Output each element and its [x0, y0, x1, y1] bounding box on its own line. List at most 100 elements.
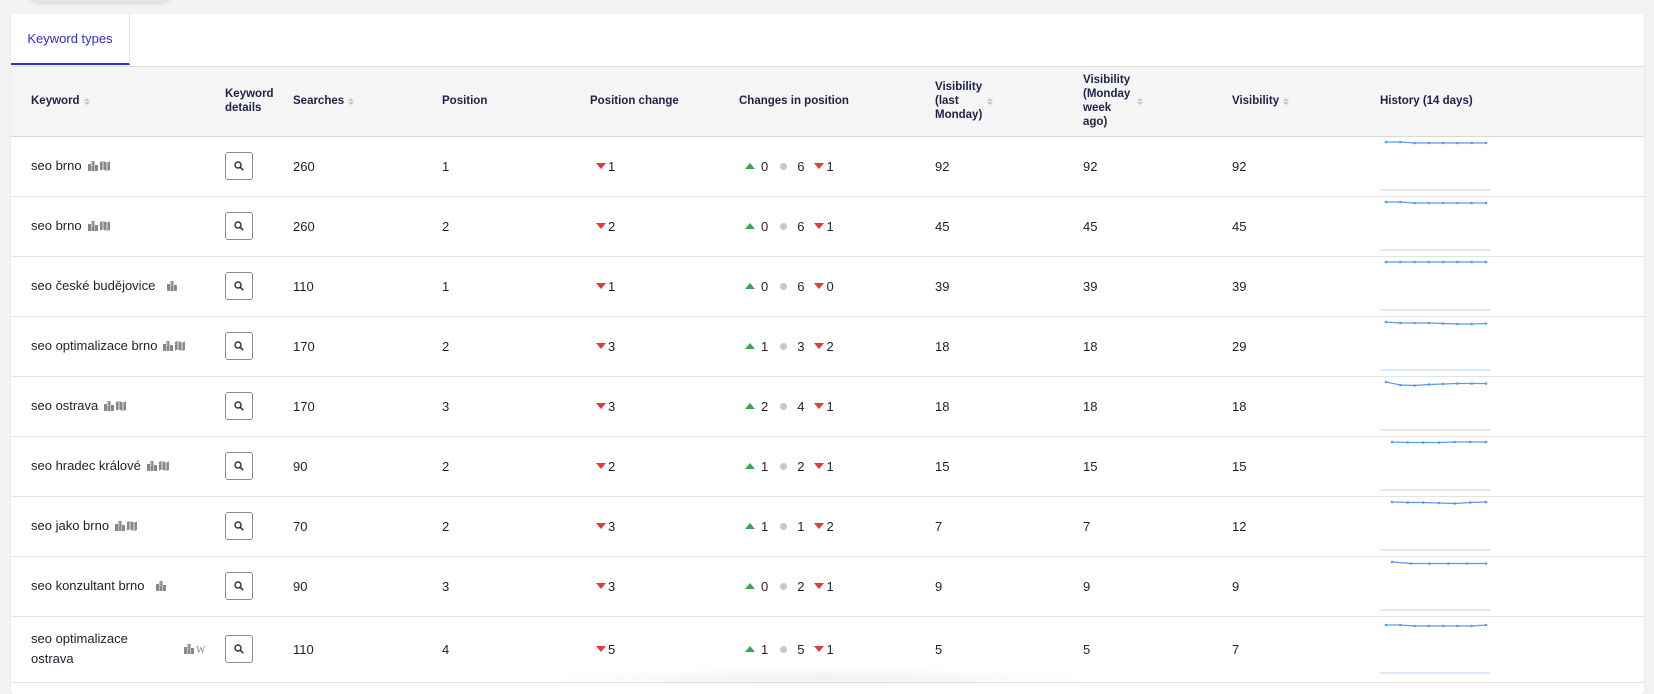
col-header-searches[interactable]: Searches [293, 67, 442, 136]
changes-same-count: 5 [797, 641, 805, 657]
tab-keyword-types[interactable]: Keyword types [11, 14, 130, 65]
neutral-dot-icon [780, 162, 788, 170]
keyword-details-button[interactable] [225, 332, 253, 360]
sparkline-point [1453, 502, 1456, 505]
sparkline-point [1484, 382, 1488, 385]
sparkline-line [1385, 381, 1486, 387]
cell-keyword-details [225, 256, 293, 316]
arrow-down-icon [596, 223, 606, 229]
cell-keyword: seo hradec králové [11, 436, 225, 496]
sort-icon [1137, 97, 1143, 105]
sparkline-line [1391, 561, 1486, 565]
cell-history [1380, 136, 1644, 196]
history-sparkline [1380, 500, 1490, 551]
sparkline-point [1470, 141, 1474, 145]
keyword-details-button[interactable] [225, 212, 253, 240]
keyword-feature-icons [156, 581, 167, 591]
changes-up-count: 0 [761, 578, 769, 594]
cell-position-change: 2 [590, 436, 739, 496]
cell-position: 2 [442, 218, 450, 234]
search-icon [234, 279, 244, 294]
col-header-visibility-last-monday[interactable]: Visibility (last Monday) [935, 67, 1083, 136]
search-icon [234, 459, 244, 474]
neutral-dot-icon [780, 462, 788, 470]
changes-down-count: 1 [826, 398, 834, 414]
cell-keyword-details [225, 436, 293, 496]
table-row: seo optimalizace brno 170 2 3 1 3 2 18 1… [11, 316, 1644, 376]
arrow-down-icon [814, 523, 825, 529]
arrow-down-icon [814, 583, 825, 589]
history-sparkline [1380, 380, 1490, 431]
keyword-details-button[interactable] [225, 392, 253, 420]
cell-keyword: seo české budějovice [11, 256, 225, 316]
col-header-keyword[interactable]: Keyword [11, 67, 225, 136]
sparkline-point [1465, 562, 1469, 565]
cell-visibility-week-ago: 39 [1083, 278, 1098, 294]
cell-visibility: 15 [1232, 458, 1247, 474]
table-row: seo brno 260 2 2 0 6 1 45 45 45 [11, 196, 1644, 256]
table-row: seo jako brno 70 2 3 1 1 2 7 7 12 [11, 496, 1644, 556]
cell-position-change: 3 [590, 496, 739, 556]
cell-visibility: 29 [1232, 338, 1247, 354]
sparkline-point [1427, 201, 1431, 205]
keyword-table-panel: Keyword types Keyword Keyword details Se… [11, 14, 1644, 694]
cell-keyword-details [225, 556, 293, 616]
sparkline-point [1470, 201, 1474, 205]
changes-up-count: 0 [761, 278, 769, 294]
keyword-details-button[interactable] [225, 635, 253, 663]
keyword-details-button[interactable] [225, 512, 253, 540]
sparkline-point [1484, 322, 1488, 325]
cell-visibility-week-ago: 7 [1083, 518, 1091, 534]
keyword-text: seo brno [31, 158, 82, 173]
sparkline-point [1469, 440, 1472, 444]
building-icon [104, 401, 115, 411]
history-sparkline [1380, 140, 1490, 191]
search-icon [234, 219, 244, 234]
position-change-value: 3 [608, 518, 616, 534]
keyword-text: seo optimalizace ostrava [31, 631, 128, 666]
neutral-dot-icon [780, 402, 788, 410]
cell-visibility-week-ago: 15 [1083, 458, 1098, 474]
history-sparkline [1380, 200, 1490, 251]
cell-history [1380, 616, 1644, 682]
keyword-details-button[interactable] [225, 452, 253, 480]
building-icon [167, 281, 178, 291]
sparkline-line [1386, 201, 1486, 204]
cell-visibility: 7 [1232, 641, 1240, 657]
keyword-details-button[interactable] [225, 272, 253, 300]
arrow-down-icon [814, 343, 825, 349]
changes-up-count: 2 [761, 398, 769, 414]
cell-keyword: seo optimalizace ostrava W [11, 616, 225, 682]
col-header-visibility[interactable]: Visibility [1232, 67, 1380, 136]
sparkline-point [1390, 560, 1394, 564]
sparkline-point [1427, 260, 1431, 264]
cell-visibility-week-ago: 92 [1083, 158, 1098, 174]
keyword-details-button[interactable] [225, 572, 253, 600]
changes-down-count: 2 [826, 518, 834, 534]
building-icon [156, 581, 167, 591]
col-header-visibility-monday-week-ago[interactable]: Visibility (Monday week ago) [1083, 67, 1232, 136]
cell-history [1380, 196, 1644, 256]
keyword-text: seo optimalizace brno [31, 338, 158, 353]
sparkline-line [1385, 321, 1487, 325]
sparkline-point [1427, 141, 1431, 145]
cell-keyword-details [225, 316, 293, 376]
sparkline-point [1398, 383, 1402, 387]
sparkline-point [1469, 501, 1472, 504]
keyword-details-button[interactable] [225, 152, 253, 180]
col-header-changes-in-position: Changes in position [739, 95, 849, 108]
cell-visibility-week-ago: 45 [1083, 218, 1098, 234]
changes-up-count: 0 [761, 158, 769, 174]
cell-changes-in-position: 2 4 1 [739, 376, 935, 436]
cell-visibility-last-monday: 45 [935, 218, 950, 234]
arrow-up-icon [745, 646, 755, 652]
sparkline-point [1398, 200, 1402, 204]
sparkline-point [1427, 321, 1431, 325]
cell-visibility: 92 [1232, 158, 1247, 174]
cell-visibility: 9 [1232, 578, 1240, 594]
cell-changes-in-position: 0 6 1 [739, 136, 935, 196]
arrow-up-icon [745, 523, 755, 529]
sparkline-line [1386, 141, 1486, 144]
changes-up-count: 1 [761, 458, 769, 474]
sparkline-point [1441, 201, 1445, 205]
